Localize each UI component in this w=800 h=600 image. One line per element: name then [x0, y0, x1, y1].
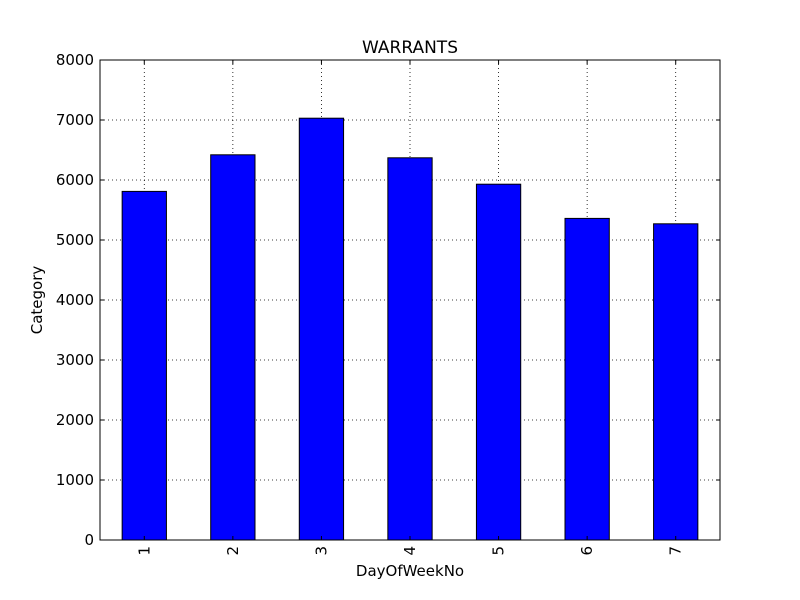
y-tick-label: 7000	[56, 111, 94, 129]
bar	[387, 157, 433, 541]
bar	[121, 190, 167, 541]
x-tick-label: 7	[667, 546, 685, 556]
bars	[121, 117, 699, 541]
chart-title: WARRANTS	[362, 38, 458, 58]
y-tick-label: 1000	[56, 471, 94, 489]
x-tick-label: 3	[312, 546, 330, 556]
y-axis-label: Category	[28, 266, 46, 335]
x-axis-label: DayOfWeekNo	[356, 562, 464, 580]
x-tick-label: 6	[578, 546, 596, 556]
y-tick-label: 6000	[56, 171, 94, 189]
y-tick-label: 8000	[56, 51, 94, 69]
x-tick-label: 2	[224, 546, 242, 556]
bar	[210, 154, 256, 541]
y-tick-labels: 0 1000 2000 3000 4000 5000 6000 7000 8000	[56, 51, 94, 549]
bar	[298, 117, 345, 541]
axis-ticks	[100, 59, 720, 541]
bar	[564, 217, 610, 541]
x-tick-labels: 1 2 3 4 5 6 7	[135, 546, 684, 556]
y-tick-label: 0	[84, 531, 94, 549]
y-tick-label: 4000	[56, 291, 94, 309]
bar	[653, 223, 699, 541]
y-tick-label: 3000	[56, 351, 94, 369]
y-tick-label: 5000	[56, 231, 94, 249]
bar	[475, 183, 522, 541]
x-tick-label: 4	[401, 546, 419, 556]
y-tick-label: 2000	[56, 411, 94, 429]
x-tick-label: 1	[135, 546, 153, 556]
x-tick-label: 5	[490, 546, 508, 556]
